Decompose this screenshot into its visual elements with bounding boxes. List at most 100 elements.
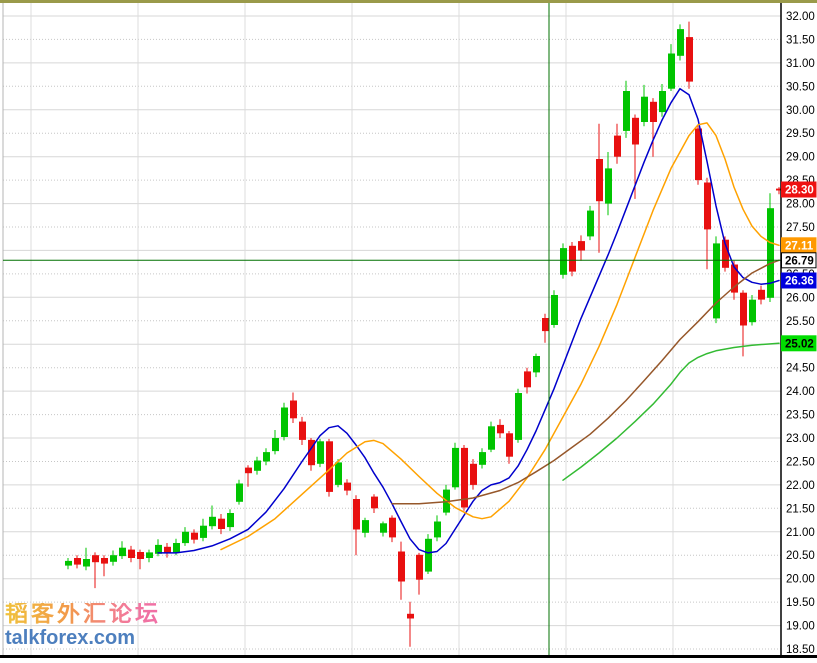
candle-down	[164, 546, 171, 553]
candle-down	[398, 551, 405, 582]
y-axis-tick-label: 29.00	[786, 152, 815, 164]
candle-up	[209, 516, 216, 527]
candle-up	[749, 299, 756, 323]
price-marker-boxes: 28.30 27.11 26.79 26.36 25.02	[781, 181, 817, 352]
candle-down	[740, 292, 747, 326]
candle-down	[245, 467, 252, 474]
candle-down	[596, 159, 603, 202]
price-marker-label: 27.11	[785, 241, 814, 253]
candle-down	[614, 135, 621, 157]
y-axis-tick-label: 24.50	[786, 363, 815, 375]
price-marker-25.02	[781, 335, 817, 352]
y-axis-tick-label: 20.50	[786, 550, 815, 562]
candle-up	[479, 452, 486, 465]
price-marker-28.30	[781, 181, 817, 198]
candle-down	[578, 241, 585, 251]
candle-down	[722, 239, 729, 268]
y-axis-tick-label: 18.50	[786, 644, 815, 656]
candle-up	[533, 356, 540, 373]
candle-up	[254, 460, 261, 471]
candle-up	[110, 555, 117, 562]
candle-down	[326, 441, 333, 492]
candle-up	[155, 544, 162, 554]
price-marker-26.36	[781, 272, 817, 289]
y-axis-tick-label: 22.00	[786, 480, 815, 492]
y-axis-tick-label: 30.00	[786, 105, 815, 117]
candle-down	[776, 188, 783, 191]
candle-down	[758, 289, 765, 300]
candle-down	[686, 37, 693, 82]
candle-down	[497, 424, 504, 434]
candle-up	[767, 208, 774, 298]
candle-down	[128, 549, 135, 558]
candle-up	[551, 295, 558, 325]
y-axis-tick-label: 19.50	[786, 597, 815, 609]
candle-down	[704, 182, 711, 230]
candle-up	[362, 520, 369, 533]
y-axis-tick-label: 28.00	[786, 199, 815, 211]
ma-slow-brown-line	[391, 259, 780, 505]
y-axis-tick-label: 20.00	[786, 574, 815, 586]
y-axis-tick-label: 24.00	[786, 386, 815, 398]
y-axis-tick-label: 23.00	[786, 433, 815, 445]
candle-up	[281, 407, 288, 437]
candle-up	[677, 29, 684, 56]
candle-down	[218, 518, 225, 529]
candle-up	[560, 248, 567, 275]
candle-up	[83, 559, 90, 567]
candle-down	[290, 400, 297, 419]
candle-down	[695, 128, 702, 181]
axis-background	[781, 0, 817, 663]
candle-up	[515, 393, 522, 440]
candle-down	[650, 101, 657, 122]
candle-up	[263, 452, 270, 462]
vertical-gridlines	[30, 3, 674, 655]
candle-up	[182, 531, 189, 544]
candle-up	[380, 523, 387, 533]
candle-up	[146, 552, 153, 558]
y-axis-tick-label: 19.00	[786, 621, 815, 633]
window-bottom-border	[0, 655, 817, 658]
candle-down	[74, 558, 81, 565]
candle-down	[506, 433, 513, 457]
price-axis: 32.0031.5031.0030.5030.0029.5029.0028.50…	[780, 0, 817, 663]
y-axis-tick-label: 31.50	[786, 34, 815, 46]
candle-down	[353, 499, 360, 530]
candle-down	[542, 318, 549, 332]
candle-down	[308, 439, 315, 466]
candle-down	[191, 532, 198, 540]
price-marker-label: 26.36	[785, 276, 814, 288]
candle-up	[119, 547, 126, 557]
candle-down	[92, 555, 99, 563]
candle-down	[137, 552, 144, 559]
candle-up	[335, 462, 342, 485]
candle-up	[200, 525, 207, 538]
price-marker-label: 28.30	[785, 185, 814, 197]
candle-up	[236, 483, 243, 502]
candle-down	[407, 613, 414, 619]
candle-down	[299, 421, 306, 440]
candle-down	[389, 517, 396, 538]
candle-down	[344, 482, 351, 491]
candle-up	[272, 438, 279, 452]
candle-up	[713, 243, 720, 319]
candle-up	[587, 210, 594, 237]
ma-medium-orange-line	[220, 122, 780, 551]
candle-down	[731, 264, 738, 293]
y-axis-tick-label: 26.00	[786, 292, 815, 304]
crosshair	[3, 2, 781, 655]
candle-down	[371, 496, 378, 509]
price-marker-label: 25.02	[785, 339, 814, 351]
price-marker-26.79	[781, 252, 817, 269]
ma-fast-blue-line	[157, 87, 780, 554]
candle-up	[434, 521, 441, 538]
candle-up	[641, 96, 648, 122]
window-top-border	[0, 0, 817, 3]
candle-up	[425, 538, 432, 572]
y-axis-tick-label: 25.50	[786, 316, 815, 328]
y-axis-tick-label: 22.50	[786, 457, 815, 469]
candle-down	[461, 447, 468, 508]
